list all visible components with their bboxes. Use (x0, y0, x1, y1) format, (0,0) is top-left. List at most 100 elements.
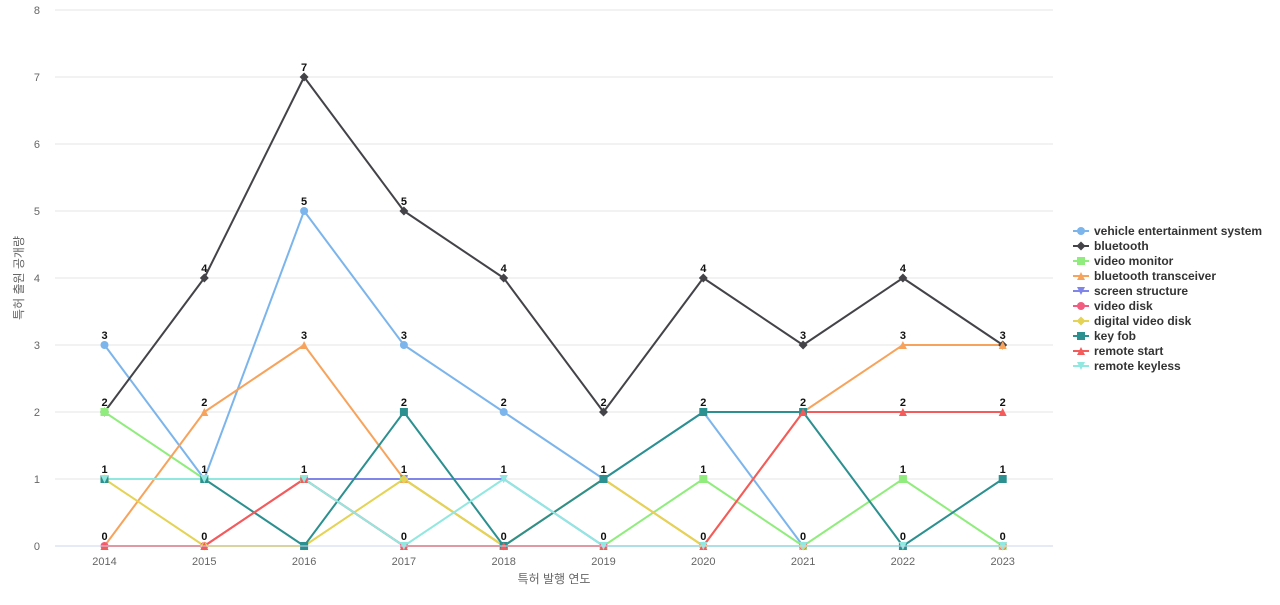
point-remote-keyless[interactable] (499, 475, 508, 483)
series-line-bluetooth[interactable] (103, 76, 1004, 413)
point-video-monitor[interactable] (898, 475, 907, 483)
point-bluetooth[interactable] (898, 273, 908, 283)
legend-item-video-monitor[interactable]: video monitor (1073, 254, 1174, 268)
data-label: 0 (501, 531, 507, 543)
y-tick-label: 6 (34, 139, 40, 151)
point-bluetooth[interactable] (698, 273, 708, 283)
point-vehicle-entertainment-system[interactable] (399, 341, 408, 349)
data-label: 1 (501, 464, 507, 476)
x-tick-label: 2022 (891, 556, 915, 568)
y-tick-label: 7 (34, 72, 40, 84)
x-tick-label: 2015 (192, 556, 216, 568)
legend-label: video monitor (1094, 254, 1174, 268)
point-bluetooth[interactable] (299, 72, 309, 82)
data-label: 2 (101, 397, 107, 409)
point-bluetooth[interactable] (199, 273, 209, 283)
data-label: 5 (301, 196, 307, 208)
data-label: 2 (1000, 397, 1006, 409)
data-label: 2 (600, 397, 606, 409)
legend-item-video-disk[interactable]: video disk (1073, 299, 1153, 313)
point-video-monitor[interactable] (100, 408, 109, 416)
data-label: 3 (1000, 330, 1006, 342)
point-remote-start[interactable] (898, 408, 907, 416)
data-label: 2 (401, 397, 407, 409)
data-label: 0 (600, 531, 606, 543)
point-vehicle-entertainment-system[interactable] (300, 207, 309, 215)
point-bluetooth[interactable] (599, 407, 608, 417)
y-tick-label: 2 (34, 407, 40, 419)
legend-marker[interactable] (1077, 272, 1085, 280)
data-label: 2 (900, 397, 906, 409)
legend-label: digital video disk (1094, 314, 1192, 328)
point-remote-keyless[interactable] (100, 475, 109, 483)
y-tick-label: 8 (34, 5, 40, 17)
data-label: 3 (900, 330, 906, 342)
legend-marker[interactable] (1076, 316, 1086, 326)
point-bluetooth-transceiver[interactable] (898, 341, 907, 349)
legend-marker[interactable] (1076, 241, 1086, 251)
legend-marker[interactable] (1077, 227, 1085, 235)
legend: vehicle entertainment systembluetoothvid… (1073, 224, 1262, 373)
point-key-fob[interactable] (599, 475, 608, 483)
legend-marker[interactable] (1077, 257, 1085, 265)
point-bluetooth-transceiver[interactable] (300, 341, 309, 349)
x-tick-label: 2023 (990, 556, 1014, 568)
x-tick-label: 2018 (491, 556, 515, 568)
data-label: 0 (101, 531, 107, 543)
point-key-fob[interactable] (998, 475, 1007, 483)
legend-marker[interactable] (1077, 332, 1085, 340)
point-remote-keyless[interactable] (200, 475, 209, 483)
point-key-fob[interactable] (399, 408, 408, 416)
legend-marker[interactable] (1077, 287, 1085, 295)
legend-item-key-fob[interactable]: key fob (1073, 329, 1136, 343)
legend-item-remote-keyless[interactable]: remote keyless (1073, 359, 1181, 373)
data-label: 4 (900, 263, 907, 275)
legend-marker[interactable] (1077, 347, 1085, 355)
legend-item-bluetooth[interactable]: bluetooth (1073, 239, 1149, 253)
y-tick-label: 1 (34, 474, 40, 486)
series-line-vehicle-entertainment-system[interactable] (103, 210, 1003, 547)
point-digital-video-disk[interactable] (399, 474, 409, 484)
point-key-fob[interactable] (699, 408, 708, 416)
data-label: 4 (700, 263, 707, 275)
point-remote-start[interactable] (799, 408, 808, 416)
legend-marker[interactable] (1077, 362, 1085, 370)
point-remote-keyless[interactable] (300, 475, 309, 483)
data-label: 1 (201, 464, 207, 476)
point-bluetooth-transceiver[interactable] (200, 408, 209, 416)
point-vehicle-entertainment-system[interactable] (100, 341, 109, 349)
legend-marker[interactable] (1077, 302, 1085, 310)
point-bluetooth[interactable] (399, 206, 409, 216)
point-video-monitor[interactable] (699, 475, 708, 483)
point-bluetooth[interactable] (499, 273, 509, 283)
legend-item-digital-video-disk[interactable]: digital video disk (1073, 314, 1192, 328)
data-label: 0 (401, 531, 407, 543)
legend-label: screen structure (1094, 284, 1188, 298)
legend-label: video disk (1094, 299, 1153, 313)
data-label: 3 (401, 330, 407, 342)
legend-item-bluetooth-transceiver[interactable]: bluetooth transceiver (1073, 269, 1216, 283)
legend-item-vehicle-entertainment-system[interactable]: vehicle entertainment system (1073, 224, 1262, 238)
point-vehicle-entertainment-system[interactable] (499, 408, 508, 416)
data-label: 2 (501, 397, 507, 409)
data-label: 3 (301, 330, 307, 342)
data-label: 1 (900, 464, 906, 476)
x-tick-label: 2014 (92, 556, 116, 568)
legend-item-screen-structure[interactable]: screen structure (1073, 284, 1188, 298)
data-label: 4 (501, 263, 508, 275)
x-tick-label: 2016 (292, 556, 316, 568)
point-bluetooth-transceiver[interactable] (998, 341, 1007, 349)
legend-item-remote-start[interactable]: remote start (1073, 344, 1163, 358)
data-label: 2 (201, 397, 207, 409)
x-axis-title: 특허 발행 연도 (518, 571, 591, 586)
point-bluetooth[interactable] (798, 340, 808, 350)
data-label: 0 (1000, 531, 1006, 543)
legend-label: bluetooth transceiver (1094, 269, 1216, 283)
data-label: 1 (1000, 464, 1006, 476)
series-line-remote-keyless[interactable] (104, 478, 1003, 547)
x-tick-label: 2017 (392, 556, 416, 568)
point-remote-start[interactable] (998, 408, 1007, 416)
y-tick-label: 3 (34, 340, 40, 352)
